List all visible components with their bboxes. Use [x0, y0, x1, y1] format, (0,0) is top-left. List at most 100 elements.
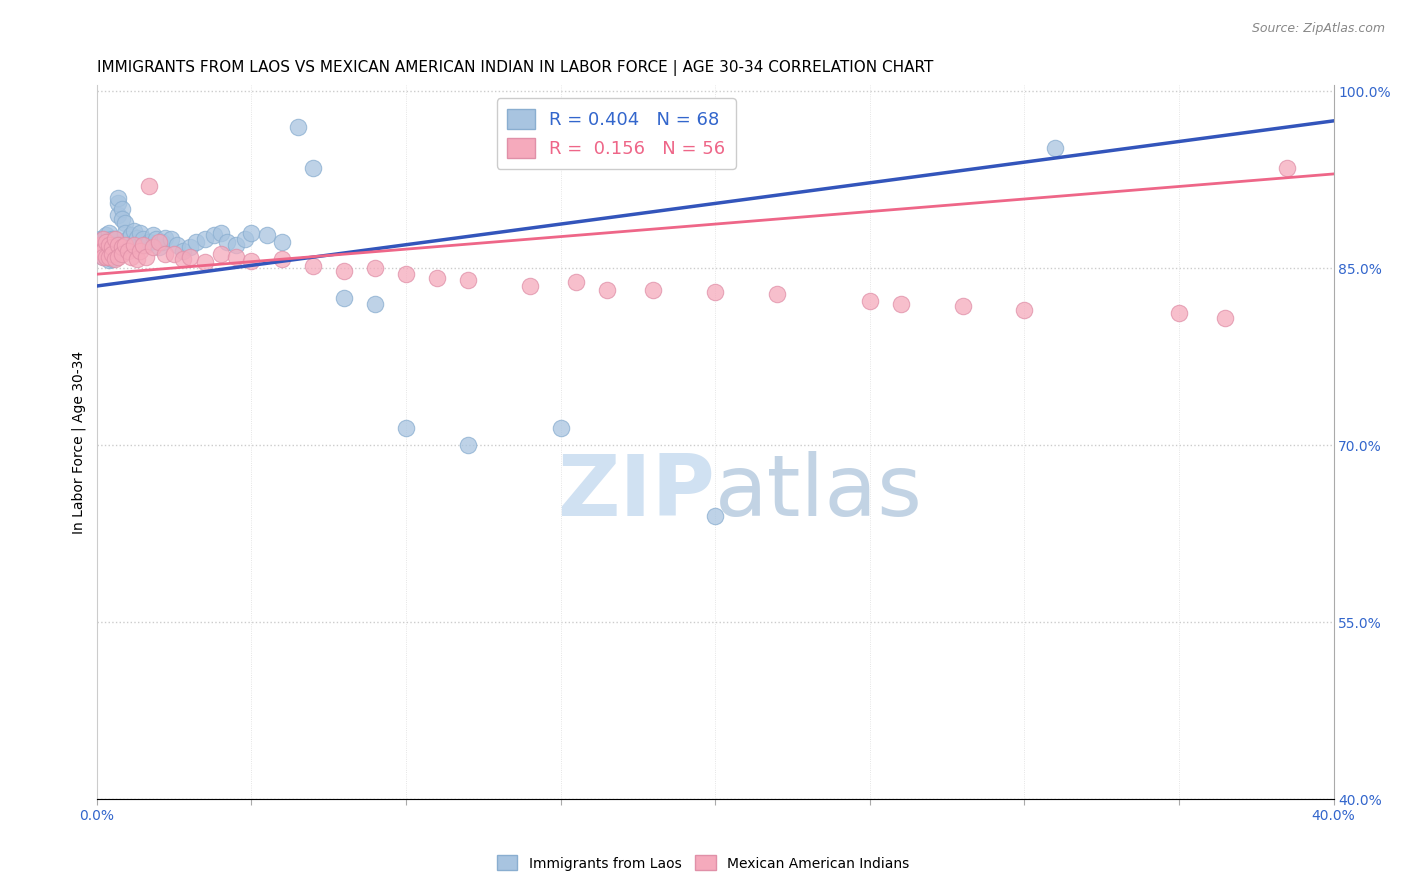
Point — [287, 120, 309, 134]
Point — [110, 202, 132, 217]
Point — [256, 228, 278, 243]
Point — [202, 228, 225, 243]
Point — [209, 247, 232, 261]
Point — [89, 232, 111, 246]
Point — [104, 252, 127, 266]
Point — [91, 237, 114, 252]
Point — [172, 244, 194, 258]
Point — [1014, 302, 1036, 317]
Point — [150, 235, 173, 250]
Point — [233, 232, 256, 246]
Point — [225, 237, 247, 252]
Point — [141, 228, 163, 243]
Point — [148, 235, 170, 250]
Point — [209, 226, 232, 240]
Point — [98, 232, 121, 246]
Point — [94, 235, 117, 250]
Point — [104, 232, 127, 246]
Point — [94, 244, 117, 258]
Point — [271, 235, 294, 250]
Point — [302, 161, 325, 175]
Point — [952, 299, 974, 313]
Point — [114, 226, 136, 240]
Point — [1213, 310, 1236, 325]
Point — [271, 252, 294, 266]
Point — [91, 232, 114, 246]
Point — [114, 217, 136, 231]
Point — [135, 250, 157, 264]
Point — [550, 420, 572, 434]
Point — [141, 240, 163, 254]
Point — [395, 267, 418, 281]
Point — [110, 240, 132, 254]
Point — [98, 237, 121, 252]
Point — [565, 276, 588, 290]
Point — [457, 273, 479, 287]
Point — [125, 252, 148, 266]
Point — [91, 250, 114, 264]
Point — [117, 237, 139, 252]
Point — [122, 237, 145, 252]
Point — [138, 178, 160, 193]
Point — [1168, 306, 1191, 320]
Point — [859, 294, 882, 309]
Point — [138, 235, 160, 250]
Point — [110, 247, 132, 261]
Legend: R = 0.404   N = 68, R =  0.156   N = 56: R = 0.404 N = 68, R = 0.156 N = 56 — [496, 98, 735, 169]
Point — [101, 237, 124, 252]
Point — [132, 232, 155, 246]
Point — [98, 247, 121, 261]
Point — [117, 232, 139, 246]
Point — [240, 254, 263, 268]
Y-axis label: In Labor Force | Age 30-34: In Labor Force | Age 30-34 — [72, 351, 86, 533]
Point — [94, 228, 117, 243]
Point — [129, 226, 152, 240]
Point — [120, 228, 142, 243]
Text: Source: ZipAtlas.com: Source: ZipAtlas.com — [1251, 22, 1385, 36]
Point — [333, 291, 356, 305]
Point — [107, 208, 129, 222]
Point — [101, 252, 124, 266]
Point — [89, 237, 111, 252]
Point — [643, 283, 665, 297]
Point — [302, 259, 325, 273]
Point — [395, 420, 418, 434]
Point — [98, 253, 121, 268]
Point — [364, 261, 387, 276]
Point — [426, 270, 449, 285]
Point — [364, 296, 387, 310]
Point — [172, 252, 194, 266]
Point — [225, 250, 247, 264]
Point — [122, 223, 145, 237]
Point — [457, 438, 479, 452]
Point — [153, 230, 176, 244]
Point — [104, 232, 127, 246]
Point — [179, 250, 201, 264]
Point — [98, 226, 121, 240]
Point — [704, 508, 727, 523]
Point — [596, 283, 619, 297]
Point — [194, 255, 217, 269]
Point — [125, 230, 148, 244]
Text: IMMIGRANTS FROM LAOS VS MEXICAN AMERICAN INDIAN IN LABOR FORCE | AGE 30-34 CORRE: IMMIGRANTS FROM LAOS VS MEXICAN AMERICAN… — [97, 60, 934, 76]
Point — [153, 247, 176, 261]
Point — [101, 244, 124, 258]
Point — [98, 250, 121, 264]
Point — [135, 237, 157, 252]
Point — [107, 250, 129, 264]
Legend: Immigrants from Laos, Mexican American Indians: Immigrants from Laos, Mexican American I… — [491, 850, 915, 876]
Point — [91, 250, 114, 264]
Point — [163, 247, 186, 261]
Point — [91, 232, 114, 246]
Point — [107, 237, 129, 252]
Point — [519, 279, 541, 293]
Point — [101, 250, 124, 264]
Point — [184, 235, 207, 250]
Point — [129, 244, 152, 258]
Point — [104, 237, 127, 252]
Point — [1045, 141, 1067, 155]
Point — [101, 247, 124, 261]
Point — [166, 237, 188, 252]
Point — [117, 244, 139, 258]
Point — [890, 296, 912, 310]
